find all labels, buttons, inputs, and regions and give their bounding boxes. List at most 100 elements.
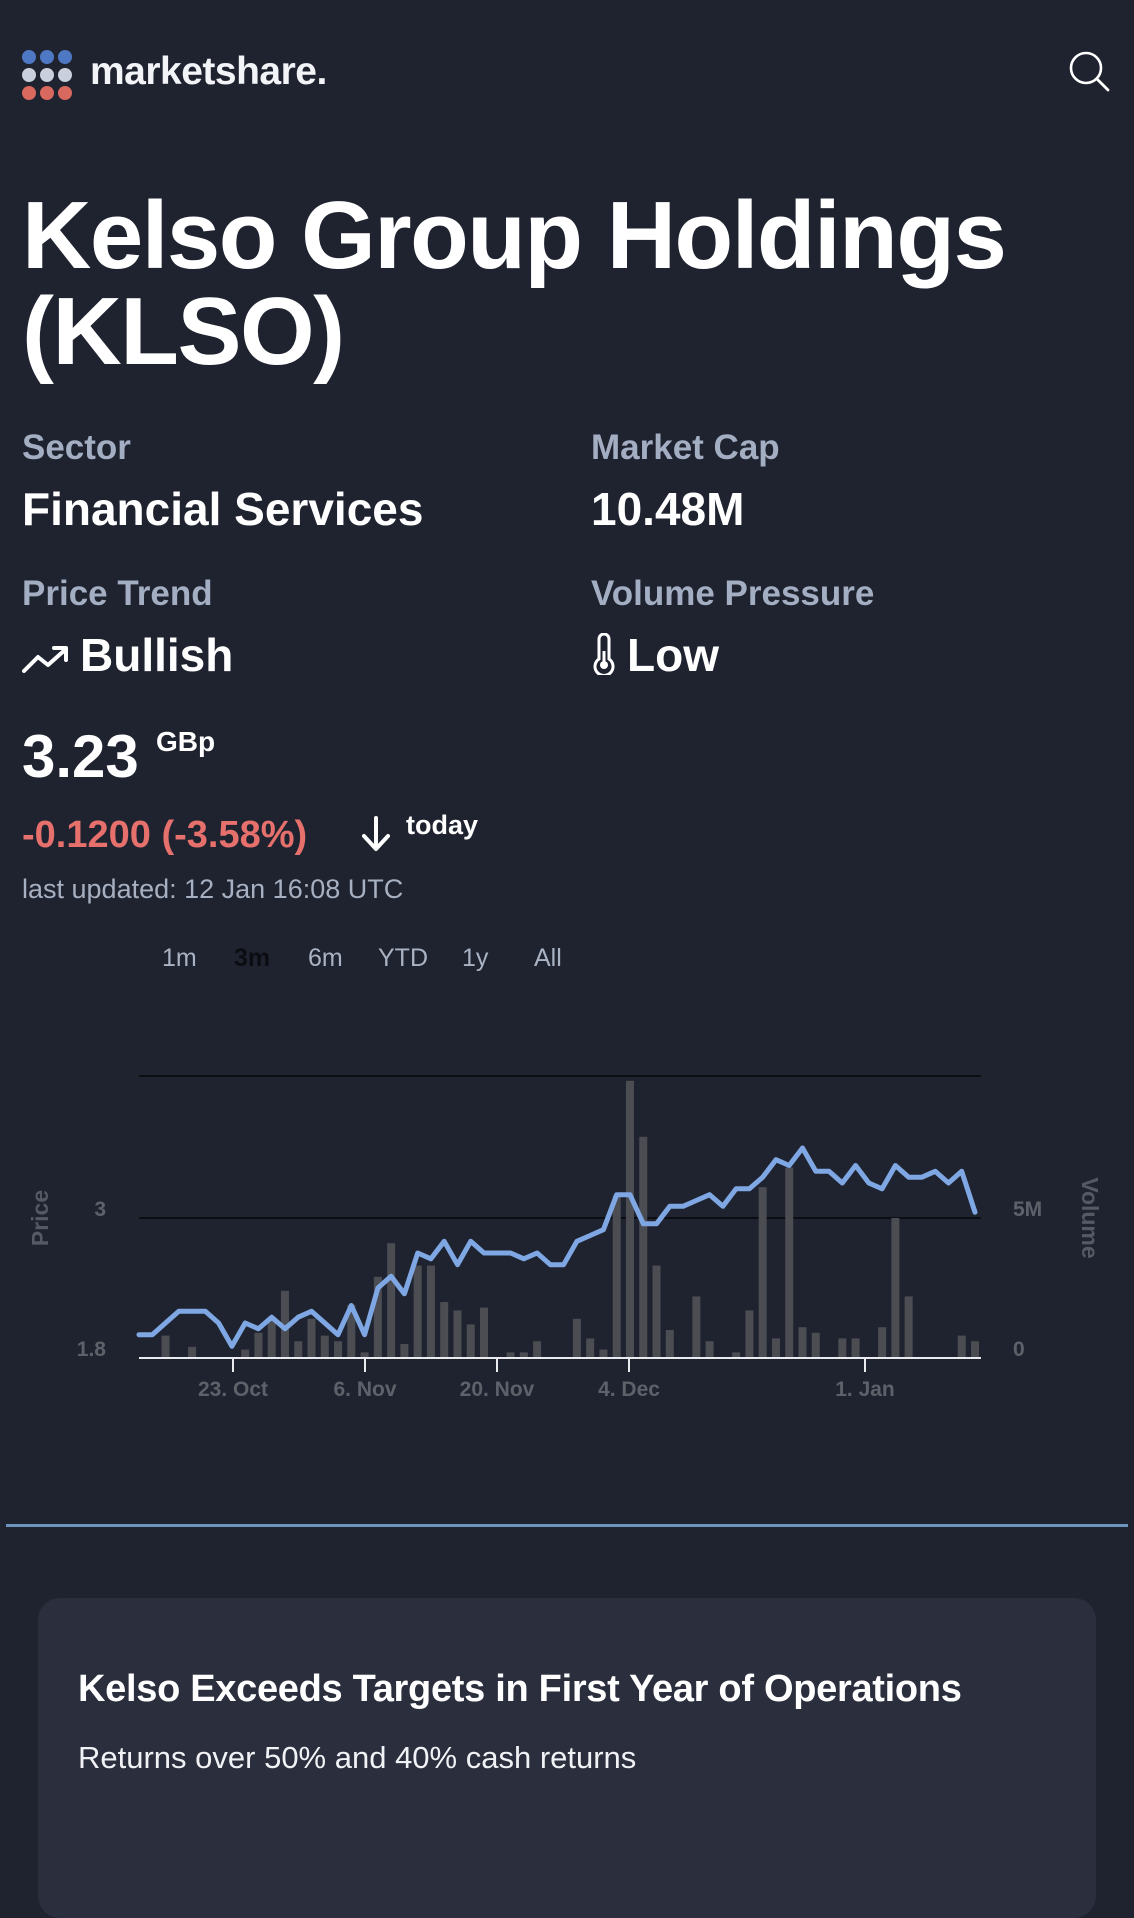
range-tab-6m[interactable]: 6m (308, 944, 343, 972)
volume-bar (320, 1335, 329, 1358)
range-tab-all[interactable]: All (534, 944, 562, 972)
volume-bar (625, 1080, 634, 1358)
logo-dot (22, 50, 36, 64)
volume-bar (400, 1344, 409, 1358)
volume-pressure: Low (591, 628, 719, 686)
volume-bar (440, 1302, 449, 1358)
volume-bar (705, 1341, 714, 1358)
app-header: marketshare. (22, 44, 1112, 108)
volume-bar (891, 1218, 900, 1358)
volume-bar (665, 1330, 674, 1358)
volume-bar (692, 1296, 701, 1358)
news-title[interactable]: Kelso Exceeds Targets in First Year of O… (78, 1668, 962, 1710)
volume-bar (294, 1341, 303, 1358)
volume-bar (612, 1195, 621, 1358)
change-period: today (406, 810, 479, 840)
search-icon[interactable] (1068, 50, 1112, 94)
volume-bar (188, 1346, 197, 1358)
volume-bar (254, 1332, 263, 1358)
range-tab-ytd[interactable]: YTD (378, 944, 428, 972)
logo-dot (40, 68, 54, 82)
volume-bar (307, 1318, 316, 1358)
volume-bar (904, 1296, 913, 1358)
market-cap-value: 10.48M (591, 483, 745, 535)
price-tick-3: 3 (94, 1198, 106, 1221)
volume-bar (639, 1136, 648, 1358)
x-tick-23-oct: 23. Oct (198, 1378, 268, 1401)
volume-bar (161, 1335, 170, 1358)
brand-name[interactable]: marketshare. (90, 50, 327, 93)
volume-bar (519, 1352, 528, 1358)
market-cap-label: Market Cap (591, 428, 780, 467)
trending-up-icon (22, 632, 70, 686)
price-trend-label: Price Trend (22, 574, 213, 613)
price-axis-title: Price (27, 1190, 53, 1246)
volume-bar (785, 1167, 794, 1358)
brand-logo-icon[interactable] (22, 50, 102, 106)
range-tab-3m[interactable]: 3m (234, 944, 271, 972)
volume-bar (758, 1187, 767, 1358)
volume-bar (466, 1324, 475, 1358)
volume-bar (280, 1290, 289, 1358)
x-tick-6-nov: 6. Nov (333, 1378, 396, 1401)
price-volume-chart[interactable]: Price Volume 1.8 3 0 5M 23. Oct 6. Nov 2… (0, 1060, 1134, 1420)
volume-bar (811, 1332, 820, 1358)
logo-dot (22, 68, 36, 82)
price-trend-value: Bullish (80, 629, 234, 681)
x-axis-ticks (232, 1358, 866, 1372)
volume-bar (771, 1338, 780, 1358)
volume-bar (480, 1307, 489, 1358)
logo-dot (58, 50, 72, 64)
x-tick-1-jan: 1. Jan (835, 1378, 895, 1401)
volume-tick-5m: 5M (1013, 1198, 1042, 1221)
price-trend: Bullish (22, 628, 233, 686)
volume-bar (732, 1352, 741, 1358)
logo-dot (40, 50, 54, 64)
volume-bar (506, 1352, 515, 1358)
volume-bar (360, 1352, 369, 1358)
volume-pressure-label: Volume Pressure (591, 574, 875, 613)
range-tab-1m[interactable]: 1m (162, 944, 197, 972)
volume-bar (851, 1338, 860, 1358)
price-tick-1-8: 1.8 (77, 1338, 107, 1361)
sector-label: Sector (22, 428, 131, 467)
price-line (136, 1145, 978, 1349)
price-change: -0.1200 (-3.58%) (22, 814, 308, 856)
volume-bar (838, 1338, 847, 1358)
volume-bar (971, 1341, 979, 1358)
volume-bar (599, 1349, 608, 1358)
volume-bar (334, 1341, 343, 1358)
volume-tick-0: 0 (1013, 1338, 1025, 1361)
current-price: 3.23 (22, 723, 139, 790)
company-title: Kelso Group Holdings (KLSO) (22, 182, 1007, 385)
volume-bar (533, 1341, 542, 1358)
volume-pressure-value: Low (627, 629, 719, 681)
volume-bar (347, 1304, 356, 1358)
arrow-down-icon (358, 814, 394, 859)
volume-bar (241, 1349, 250, 1358)
logo-dot (58, 68, 72, 82)
volume-bar (426, 1265, 435, 1358)
x-tick-4-dec: 4. Dec (598, 1378, 660, 1401)
volume-bar (745, 1310, 754, 1358)
volume-bar (453, 1310, 462, 1358)
volume-bar (267, 1318, 276, 1358)
volume-bar (572, 1318, 581, 1358)
section-divider (6, 1524, 1128, 1527)
news-subtitle: Returns over 50% and 40% cash returns (78, 1740, 637, 1775)
volume-bar (798, 1327, 807, 1358)
currency-unit: GBp (156, 726, 216, 757)
last-updated: last updated: 12 Jan 16:08 UTC (22, 874, 404, 904)
volume-bar (652, 1265, 661, 1358)
news-card[interactable]: Kelso Exceeds Targets in First Year of O… (38, 1598, 1096, 1918)
x-tick-20-nov: 20. Nov (460, 1378, 535, 1401)
volume-bars (161, 1080, 979, 1358)
volume-bar (957, 1335, 966, 1358)
logo-dot (40, 86, 54, 100)
sector-value: Financial Services (22, 483, 424, 535)
volume-bar (586, 1338, 595, 1358)
volume-axis-title: Volume (1077, 1177, 1103, 1258)
volume-bar (878, 1327, 887, 1358)
range-tab-1y[interactable]: 1y (462, 944, 489, 972)
thermometer-icon (591, 632, 617, 686)
